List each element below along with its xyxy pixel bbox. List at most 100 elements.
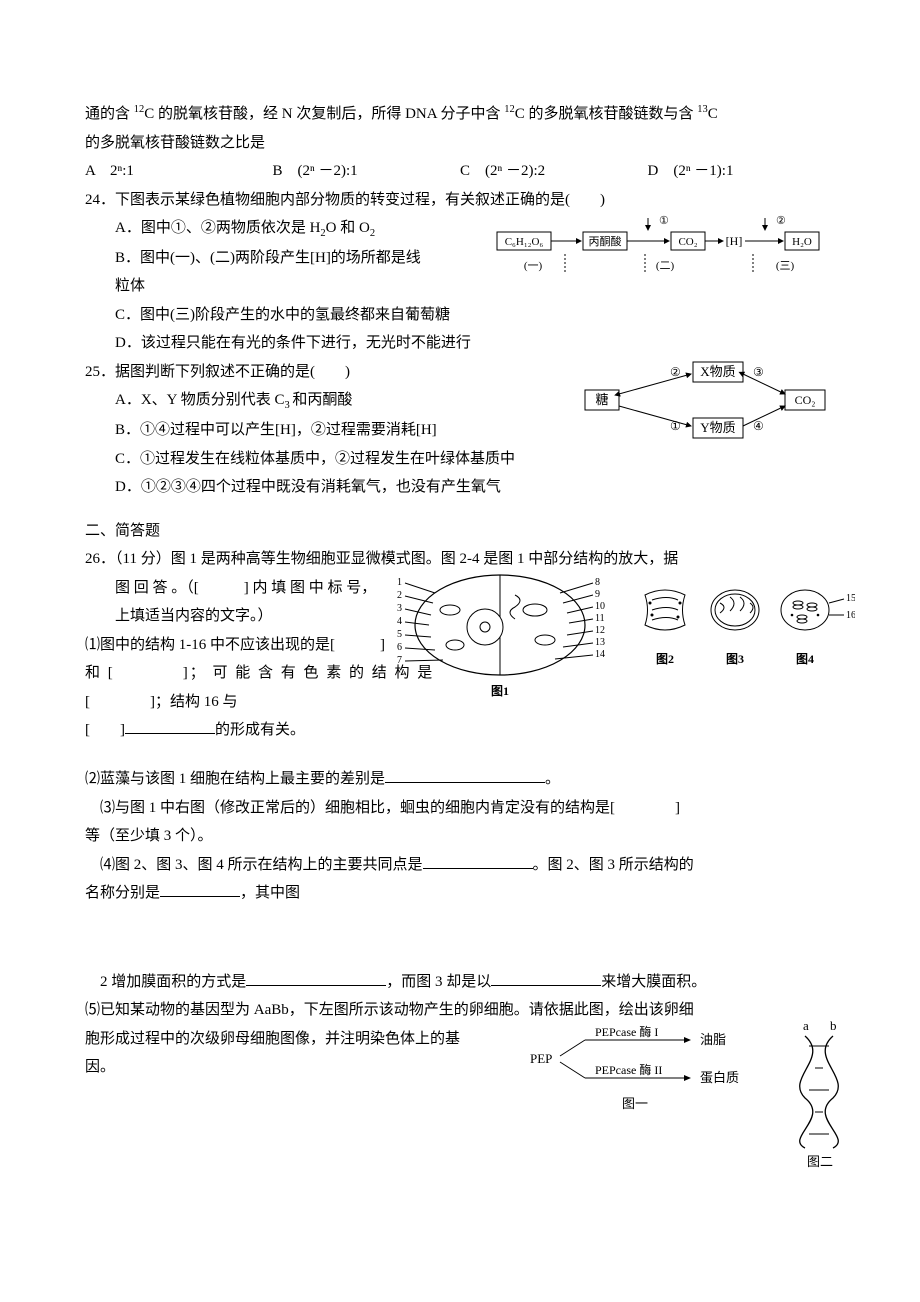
svg-text:12: 12 — [595, 625, 605, 636]
edge-4: ④ — [753, 419, 764, 433]
box-pyruvate: 丙酮酸 — [589, 234, 622, 248]
node-y: Y物质 — [700, 420, 735, 435]
opt-a: A 2ⁿ:1 — [85, 157, 273, 186]
sup12b: 12 — [504, 104, 515, 115]
intro-options: A 2ⁿ:1 B (2ⁿ －2):1 C (2ⁿ －2):2 D (2ⁿ －1)… — [85, 157, 835, 186]
txt: C 的多脱氧核苷酸链数与含 — [515, 106, 698, 122]
q24-block: 24．下图表示某绿色植物细胞内部分物质的转变过程，有关叙述正确的是( ) C₆H… — [85, 186, 835, 358]
svg-text:图2: 图2 — [656, 652, 674, 666]
q26-p3b: 等（至少填 3 个）。 — [85, 822, 835, 851]
txt: 。 — [545, 771, 560, 787]
section-2-title: 二、简答题 — [85, 517, 835, 546]
txt: O 和 O — [326, 220, 370, 236]
blank — [385, 767, 545, 783]
out1: 油脂 — [700, 1032, 726, 1047]
pathway-svg: PEP PEPcase 酶 I PEPcase 酶 II 油脂 蛋白质 图一 — [525, 1018, 755, 1118]
q25-block: 25．据图判断下列叙述不正确的是( ) 糖 X物质 Y物质 CO₂ ② — [85, 358, 835, 502]
q26-block: 26．（11 分）图 1 是两种高等生物细胞亚显微模式图。图 2-4 是图 1 … — [85, 545, 835, 765]
fig1-label: 图1 — [491, 684, 509, 698]
out2: 蛋白质 — [700, 1070, 739, 1085]
q25-c: C．①过程发生在线粒体基质中，②过程发生在叶绿体基质中 — [85, 445, 835, 474]
q26-lower: 2 增加膜面积的方式是，而图 3 却是以来增大膜面积。 ⑸已知某动物的基因型为 … — [85, 968, 835, 1138]
svg-text:16: 16 — [846, 610, 855, 621]
q25-d: D．①②③④四个过程中既没有消耗氧气，也没有产生氧气 — [85, 473, 835, 502]
enz2: PEPcase 酶 II — [595, 1062, 662, 1077]
stage-2: (二) — [656, 260, 675, 272]
q26-figures: 1 2 3 4 5 6 7 8 9 10 11 12 13 14 — [395, 565, 855, 710]
pathway-label: 图一 — [622, 1096, 648, 1111]
box-co2: CO₂ — [678, 236, 697, 248]
dna-label: 图二 — [807, 1154, 833, 1168]
box-h2o: H₂O — [792, 236, 812, 248]
svg-text:13: 13 — [595, 637, 605, 648]
txt: 通的含 — [85, 106, 134, 122]
dna-a: a — [803, 1018, 809, 1033]
fig3: 图3 — [711, 590, 759, 666]
txt: ，其中图 — [240, 885, 300, 901]
svg-text:5: 5 — [397, 629, 402, 640]
txt: 的形成有关。 — [215, 722, 305, 738]
svg-text:3: 3 — [397, 603, 402, 614]
svg-text:14: 14 — [595, 649, 605, 660]
svg-text:图4: 图4 — [796, 652, 814, 666]
q24-diagram: C₆H₁₂O₆ 丙酮酸 CO₂ [H] H₂O ① ② (一) (二) (三) — [495, 214, 835, 284]
box-glucose: C₆H₁₂O₆ — [505, 236, 544, 248]
bottom-figures: PEP PEPcase 酶 I PEPcase 酶 II 油脂 蛋白质 图一 a… — [525, 1018, 855, 1168]
q24-c: C．图中(三)阶段产生的水中的氢最终都来自葡萄糖 — [85, 301, 835, 330]
svg-text:图3: 图3 — [726, 652, 744, 666]
intro-line-2: 的多脱氧核苷酸链数之比是 — [85, 129, 835, 158]
fig1: 1 2 3 4 5 6 7 8 9 10 11 12 13 14 — [397, 575, 605, 698]
txt: 2 增加膜面积的方式是 — [100, 974, 246, 990]
sup12a: 12 — [134, 104, 145, 115]
txt: ⑵蓝藻与该图 1 细胞在结构上最主要的差别是 — [85, 771, 385, 787]
q25-diagram: 糖 X物质 Y物质 CO₂ ② ① ③ ④ — [575, 358, 835, 448]
pep-label: PEP — [530, 1051, 552, 1066]
svg-text:2: 2 — [397, 590, 402, 601]
q26-p4c: 名称分别是 ，其中图 — [85, 879, 835, 908]
svg-text:4: 4 — [397, 616, 402, 627]
blank — [491, 970, 601, 986]
txt: [ ] — [85, 722, 125, 738]
svg-text:9: 9 — [595, 589, 600, 600]
node-x: X物质 — [700, 364, 735, 379]
q26-p1d: [ ] 的形成有关。 — [85, 716, 835, 745]
blank — [423, 853, 533, 869]
svg-text:7: 7 — [397, 655, 402, 666]
stage-3: (三) — [776, 260, 795, 272]
q26-p4a: ⑷图 2、图 3、图 4 所示在结构上的主要共同点是。图 2、图 3 所示结构的 — [85, 851, 835, 880]
gap — [85, 908, 835, 968]
enz1: PEPcase 酶 I — [595, 1024, 658, 1039]
svg-text:8: 8 — [595, 577, 600, 588]
dna-b: b — [830, 1018, 837, 1033]
q26-p2: ⑵蓝藻与该图 1 细胞在结构上最主要的差别是 。 — [85, 765, 835, 794]
txt: 名称分别是 — [85, 885, 160, 901]
blank — [160, 881, 240, 897]
opt-c: C (2ⁿ －2):2 — [460, 157, 648, 186]
lbl-1: ① — [659, 215, 669, 227]
q26-figs-svg: 1 2 3 4 5 6 7 8 9 10 11 12 13 14 — [395, 565, 855, 710]
opt-b: B (2ⁿ －2):1 — [273, 157, 461, 186]
q26-p5: 2 增加膜面积的方式是 ，而图 3 却是以 来增大膜面积。 — [85, 968, 835, 997]
blank — [246, 970, 386, 986]
txt: ，而图 3 却是以 — [386, 974, 491, 990]
txt: 来增大膜面积。 — [601, 974, 706, 990]
edge-3: ③ — [753, 365, 764, 379]
txt: A．图中①、②两物质依次是 H — [115, 220, 320, 236]
opt-d: D (2ⁿ －1):1 — [648, 157, 836, 186]
txt: A．X、Y 物质分别代表 C — [115, 392, 284, 408]
node-sugar: 糖 — [595, 392, 608, 407]
sup13: 13 — [697, 104, 708, 115]
stage-1: (一) — [524, 260, 543, 272]
svg-text:6: 6 — [397, 642, 402, 653]
blank — [125, 718, 215, 734]
node-co2: CO₂ — [795, 393, 816, 407]
edge-1: ① — [670, 419, 681, 433]
q26-p6b: 胞形成过程中的次级卵母细胞图像，并注明染色体上的基 — [85, 1025, 525, 1054]
txt: 和丙酮酸 — [292, 392, 352, 408]
txt: C — [708, 106, 718, 122]
fig4: 15 16 图4 — [781, 590, 855, 666]
svg-text:1: 1 — [397, 577, 402, 588]
q24-stem: 24．下图表示某绿色植物细胞内部分物质的转变过程，有关叙述正确的是( ) — [85, 186, 835, 215]
txt: ⑷图 2、图 3、图 4 所示在结构上的主要共同点是 — [100, 857, 423, 873]
dna-svg: a b 图二 — [785, 1018, 855, 1168]
